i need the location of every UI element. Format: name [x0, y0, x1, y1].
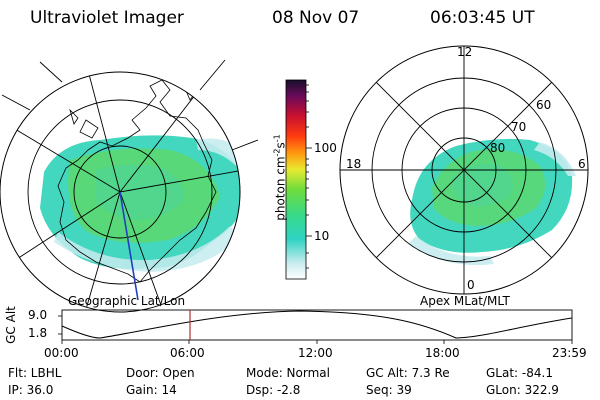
gc-alt-ymax: 9.0 — [28, 308, 48, 322]
mlt-label-0: 0 — [467, 278, 475, 292]
date-label: 08 Nov 07 — [272, 8, 360, 28]
colorbar-tick-100: 100 — [314, 141, 337, 155]
mlt-label-6: 6 — [578, 157, 586, 171]
info-ip: IP: 36.0 — [8, 383, 54, 397]
magnetic-map — [339, 45, 589, 295]
unit-exp1: -2 — [272, 148, 282, 157]
info-flt: Flt: LBHL — [8, 366, 62, 380]
mlt-label-12: 12 — [457, 45, 473, 59]
gc-alt-ymin: 1.8 — [28, 326, 48, 340]
unit-mid: s — [273, 142, 288, 149]
info-dsp: Dsp: -2.8 — [246, 383, 301, 397]
colorbar — [285, 79, 312, 280]
info-gcalt: GC Alt: 7.3 Re — [366, 366, 450, 380]
left-map-caption: Geographic Lat/Lon — [68, 294, 186, 308]
time-tick-2359: 23:59 — [552, 346, 587, 360]
time-tick-1800: 18:00 — [425, 346, 460, 360]
auroral-emission-right — [408, 138, 576, 266]
right-map-caption: Apex MLat/MLT — [420, 294, 510, 308]
gc-alt-plot — [58, 309, 573, 344]
info-door: Door: Open — [126, 366, 195, 380]
colorbar-unit-label: photon cm-2s-1 — [273, 98, 288, 258]
geographic-map — [0, 59, 259, 313]
unit-exp2: -1 — [272, 134, 282, 143]
mlt-label-18: 18 — [346, 157, 362, 171]
auroral-emission-left — [40, 135, 240, 272]
gc-alt-ylabel: GC Alt — [3, 306, 18, 344]
mlat-label-70: 70 — [511, 120, 527, 134]
mlat-label-60: 60 — [536, 98, 552, 112]
time-tick-0600: 06:00 — [170, 346, 205, 360]
info-glat: GLat: -84.1 — [486, 366, 553, 380]
gc-alt-curve — [61, 310, 573, 339]
info-glon: GLon: 322.9 — [486, 383, 559, 397]
time-tick-1200: 12:00 — [298, 346, 333, 360]
time-label: 06:03:45 UT — [430, 8, 535, 28]
colorbar-tick-10: 10 — [314, 229, 330, 243]
info-mode: Mode: Normal — [246, 366, 330, 380]
info-seq: Seq: 39 — [366, 383, 412, 397]
instrument-title: Ultraviolet Imager — [30, 8, 184, 28]
mlat-label-80: 80 — [490, 141, 506, 155]
time-tick-0000: 00:00 — [44, 346, 79, 360]
unit-base: photon cm — [273, 156, 288, 221]
info-gain: Gain: 14 — [126, 383, 177, 397]
